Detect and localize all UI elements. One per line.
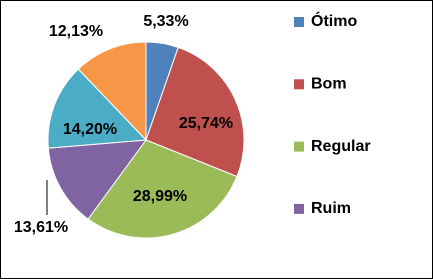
data-label: 28,99%	[133, 188, 187, 205]
pie-slice	[77, 41, 147, 142]
pie-slice	[47, 68, 148, 149]
legend-label: Ótimo	[311, 11, 357, 30]
legend-swatch	[294, 141, 304, 152]
data-label: 5,33%	[143, 13, 188, 30]
pie-slice	[47, 139, 148, 220]
legend-label: Bom	[311, 76, 347, 93]
pie-slice	[87, 139, 238, 239]
legend-swatch	[294, 17, 304, 27]
legend-swatch	[294, 79, 304, 90]
legend-label: Regular	[311, 138, 371, 155]
data-label: 25,74%	[179, 115, 233, 132]
data-label: 13,61%	[14, 219, 68, 236]
legend-label: Ruim	[311, 200, 351, 217]
data-label: 12,13%	[49, 23, 103, 40]
legend-swatch	[294, 203, 304, 214]
pie-slice	[145, 46, 245, 178]
data-label: 14,20%	[63, 121, 117, 138]
